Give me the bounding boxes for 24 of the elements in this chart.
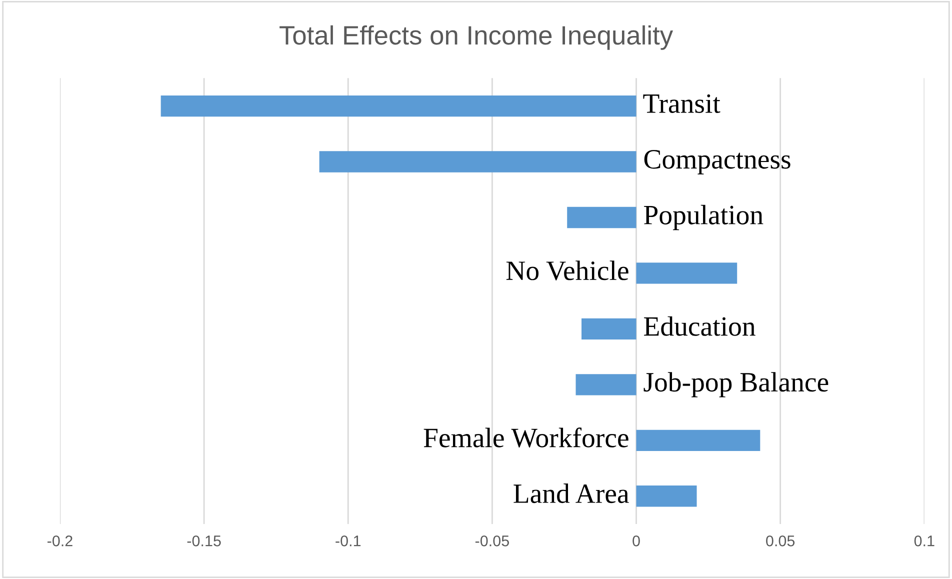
x-tick-label: -0.15: [187, 536, 221, 546]
x-tick-label: 0.05: [766, 536, 795, 546]
bar: [576, 374, 636, 396]
y-tick-label: Transit: [643, 94, 720, 113]
x-tick-label: -0.05: [475, 536, 509, 546]
y-tick-label: Compactness: [644, 150, 790, 174]
x-tick-label: 0: [632, 536, 640, 546]
chart-title: Total Effects on Income Inequality: [280, 25, 674, 50]
y-tick-label: Job-pop Balance: [644, 372, 828, 398]
y-tick-label: Land Area: [514, 484, 629, 504]
y-tick-label: Population: [644, 204, 764, 230]
y-tick-label: No Vehicle: [506, 260, 628, 280]
x-tick-label: -0.1: [336, 536, 361, 546]
bar: [567, 206, 636, 228]
x-tick-label: -0.2: [47, 536, 72, 546]
x-tick-label: 0.1: [914, 536, 934, 546]
bar: [582, 318, 636, 340]
bar: [636, 262, 738, 284]
bar: [160, 95, 636, 117]
bar: [636, 430, 760, 451]
bar: [319, 151, 636, 172]
bar: [636, 486, 697, 507]
y-tick-label: Female Workforce: [424, 428, 628, 448]
y-tick-label: Education: [644, 316, 756, 336]
